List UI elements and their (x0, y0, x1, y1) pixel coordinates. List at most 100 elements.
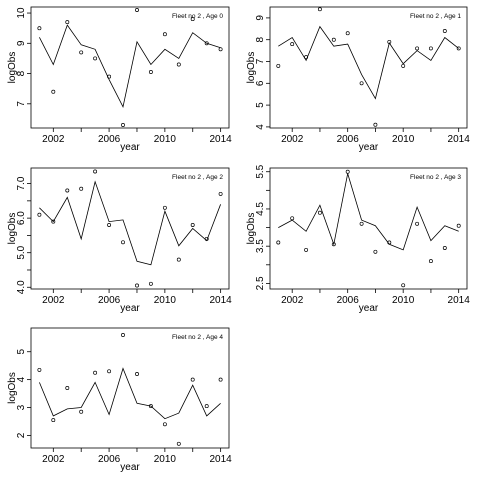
observed-point (204, 404, 209, 409)
panel-title: Fleet no 2 , Age 2 (172, 174, 223, 181)
observed-point (304, 247, 309, 252)
x-tick-label: 2002 (42, 295, 65, 306)
x-axis-label: year (359, 142, 379, 153)
observed-point (415, 46, 420, 51)
y-tick-label: 5.0 (16, 245, 27, 259)
y-axis-label: logObs (246, 213, 257, 245)
y-tick-label: 3.5 (255, 239, 266, 253)
observed-point (428, 46, 433, 51)
observed-point (135, 372, 139, 376)
observed-point (401, 63, 406, 68)
x-tick-label: 2010 (392, 295, 415, 306)
observed-point (456, 223, 461, 228)
observed-point (218, 377, 223, 382)
observed-point (162, 422, 167, 427)
observed-point (290, 216, 295, 221)
observed-point (415, 221, 420, 226)
observed-point (190, 223, 195, 227)
y-tick-label: 6 (255, 80, 266, 86)
panel-1: 2002 2006 2010 2014 7 8 9 10 Fleet no 2 , Age 0 y… (7, 6, 233, 153)
fitted-line (39, 367, 221, 420)
fitted-line (39, 24, 221, 108)
plot-frame (30, 167, 230, 290)
observed-point (37, 26, 42, 31)
y-tick-label: 4.0 (16, 280, 27, 294)
observed-point (37, 212, 42, 217)
x-tick-label: 2014 (210, 295, 233, 306)
x-tick-label: 2002 (281, 134, 304, 145)
y-tick-label: 4.5 (255, 202, 266, 216)
observed-point (317, 7, 322, 12)
observed-point (387, 39, 392, 44)
observed-point (317, 210, 322, 215)
y-axis-label: logObs (7, 213, 18, 245)
observed-point (93, 169, 98, 174)
observed-point (204, 41, 209, 46)
observed-point (428, 259, 433, 264)
observed-point (37, 367, 42, 372)
y-tick-label: 7 (16, 101, 27, 107)
observed-point (162, 205, 167, 210)
x-tick-label: 2006 (337, 295, 360, 306)
observed-point (121, 240, 125, 245)
y-tick-label: 7.0 (16, 176, 27, 190)
panel-title: Fleet no 2 , Age 4 (172, 334, 223, 341)
observed-point (176, 257, 181, 262)
x-tick-label: 2014 (448, 134, 471, 145)
x-axis-label: year (120, 303, 140, 314)
x-tick-label: 2002 (42, 134, 65, 145)
observed-point (276, 240, 281, 245)
x-tick-label: 2014 (210, 134, 233, 145)
observed-point (176, 62, 181, 67)
observed-point (401, 283, 406, 288)
x-tick-label: 2006 (98, 295, 121, 306)
plot-frame (269, 167, 468, 290)
observed-point (190, 17, 195, 22)
fitted-line (278, 173, 459, 251)
observed-point (442, 246, 447, 250)
observed-point (276, 63, 281, 68)
x-tick-label: 2010 (154, 134, 177, 145)
y-tick-label: 5 (16, 349, 27, 355)
observed-point (51, 89, 56, 94)
observed-point (218, 47, 223, 52)
panel-title: Fleet no 2 , Age 0 (172, 13, 223, 20)
y-tick-label: 3 (16, 404, 27, 410)
observed-point (93, 370, 98, 375)
observed-point (162, 32, 167, 37)
y-tick-label: 8 (255, 36, 266, 42)
x-axis-label: year (120, 462, 140, 473)
observed-point (107, 223, 112, 227)
y-axis-label: logObs (7, 372, 18, 404)
panel-3: 2002 2006 2010 2014 4.0 5.0 6.0 7.0 Fleet no 2 ,… (7, 167, 233, 314)
x-tick-label: 2006 (98, 134, 121, 145)
plot-frame (30, 327, 230, 449)
x-tick-label: 2010 (392, 134, 415, 145)
observed-point (204, 236, 209, 241)
x-axis-label: year (359, 303, 379, 314)
observed-point (51, 418, 56, 423)
x-tick-label: 2010 (154, 295, 177, 306)
y-tick-label: 7 (255, 58, 266, 64)
y-tick-label: 9 (255, 15, 266, 21)
observed-point (148, 404, 153, 409)
x-axis-label: year (120, 142, 140, 153)
observed-point (359, 221, 364, 226)
x-tick-label: 2006 (337, 134, 360, 145)
panel-title: Fleet no 2 , Age 1 (410, 13, 461, 20)
y-tick-label: 4 (16, 376, 27, 382)
observed-point (190, 377, 195, 382)
observed-point (79, 186, 84, 191)
y-tick-label: 2.5 (255, 276, 266, 290)
observed-point (218, 191, 223, 196)
observed-point (135, 283, 139, 288)
observed-point (331, 37, 336, 42)
observed-point (148, 281, 153, 286)
observed-point (121, 123, 125, 127)
observed-point (290, 42, 295, 47)
observed-point (373, 249, 378, 254)
fitted-line (278, 25, 459, 100)
observed-point (304, 55, 309, 60)
observed-point (107, 74, 112, 79)
